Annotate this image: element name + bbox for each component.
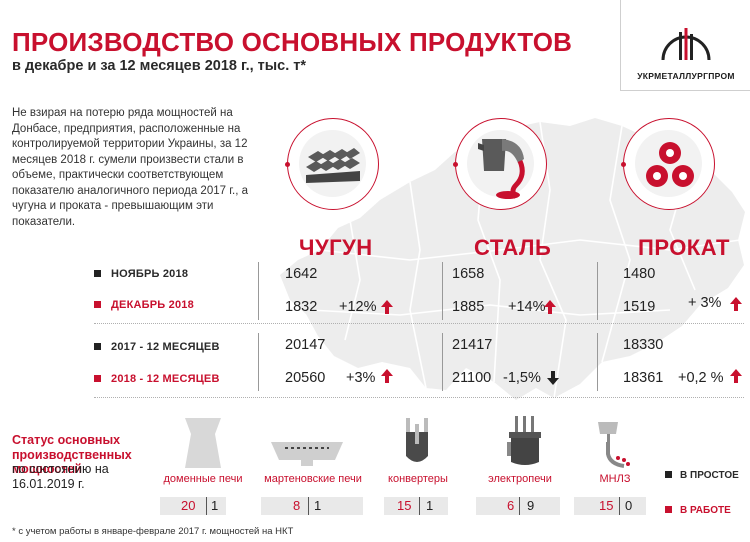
facility-counts-blast: [160, 497, 226, 515]
logo-text: УКРМЕТАЛЛУРГПРОМ: [637, 71, 735, 81]
column-divider: [258, 333, 259, 391]
page-subtitle: в декабре и за 12 месяцев 2018 г., тыс. …: [12, 58, 307, 74]
pig-iron-nov-value: 1642: [285, 266, 318, 282]
arrow-up-icon: [381, 369, 393, 383]
electric-furnace-icon: [507, 416, 541, 465]
row-separator: [94, 397, 744, 398]
facility-name-converters: конвертеры: [388, 473, 448, 485]
steel-2018-value: 21100: [452, 370, 492, 386]
rolled-nov-value: 1480: [623, 266, 656, 282]
facility-counts-converters: [384, 497, 448, 515]
arrow-up-icon: [544, 300, 556, 314]
caster-idle-count: 0: [625, 498, 633, 513]
facility-name-open-hearth: мартеновские печи: [264, 473, 362, 485]
column-divider: [442, 333, 443, 391]
blast-idle-count: 1: [211, 498, 219, 513]
legend-idle: В ПРОСТОЕ: [665, 470, 739, 481]
steel-dec-value: 1885: [452, 299, 485, 315]
rolled-dec-value: 1519: [623, 299, 656, 315]
rolled-2018-value: 18361: [623, 370, 664, 386]
continuous-caster-icon: [598, 422, 630, 468]
electric-working-count: 6: [507, 498, 515, 513]
count-divider: [419, 497, 420, 515]
converters-working-count: 15: [397, 498, 412, 513]
column-divider: [442, 262, 443, 320]
pig-iron-year-change: +3%: [346, 370, 376, 386]
steel-2017-value: 21417: [452, 337, 493, 353]
converter-icon: [406, 418, 428, 462]
rolled-dec-change: + 3%: [688, 295, 722, 311]
arrow-down-icon: [547, 371, 559, 385]
arrow-up-icon: [381, 300, 393, 314]
intro-text: Не взирая на потерю ряда мощностей на До…: [12, 107, 248, 228]
product-title-pig-iron: ЧУГУН: [299, 235, 373, 260]
facility-counts-caster: [574, 497, 646, 515]
pig-iron-dec-change: +12%: [339, 299, 377, 315]
status-heading: Статус основных производственных мощност…: [12, 433, 132, 476]
product-title-steel: СТАЛЬ: [474, 235, 552, 260]
row-label-2018: 2018 - 12 МЕСЯЦЕВ: [94, 373, 220, 385]
row-separator: [94, 323, 744, 324]
count-divider: [519, 497, 520, 515]
facility-name-blast: доменные печи: [163, 473, 243, 485]
ukrmetallurgprom-logo-icon: [661, 28, 711, 61]
count-divider: [619, 497, 620, 515]
electric-idle-count: 9: [527, 498, 535, 513]
page-title: ПРОИЗВОДСТВО ОСНОВНЫХ ПРОДУКТОВ: [12, 27, 573, 57]
blast-working-count: 20: [181, 498, 196, 513]
open-hearth-furnace-icon: [271, 442, 343, 466]
blast-furnace-icon: [185, 418, 221, 468]
rolled-steel-circle: [621, 118, 715, 210]
rolled-2017-value: 18330: [623, 337, 664, 353]
pig-iron-2017-value: 20147: [285, 337, 326, 353]
caster-working-count: 15: [599, 498, 614, 513]
ukraine-map: [280, 118, 745, 400]
open-hearth-working-count: 8: [293, 498, 301, 513]
product-title-rolled: ПРОКАТ: [638, 235, 730, 260]
column-divider: [597, 262, 598, 320]
facility-name-electric: электропечи: [488, 473, 552, 485]
row-label-nov: НОЯБРЬ 2018: [94, 268, 188, 280]
arrow-up-icon: [730, 297, 742, 311]
facility-name-caster: МНЛЗ: [599, 473, 631, 485]
row-label-2017: 2017 - 12 МЕСЯЦЕВ: [94, 341, 220, 353]
steel-nov-value: 1658: [452, 266, 485, 282]
count-divider: [206, 497, 207, 515]
column-divider: [258, 262, 259, 320]
facility-counts-open-hearth: [261, 497, 363, 515]
facility-counts-electric: [476, 497, 560, 515]
pig-iron-icon: [306, 148, 360, 183]
steel-circle: [453, 118, 547, 210]
steel-ladle-icon: [478, 139, 525, 199]
pig-iron-circle: [285, 118, 379, 210]
row-label-dec: ДЕКАБРЬ 2018: [94, 299, 194, 311]
steel-dec-change: +14%: [508, 299, 546, 315]
rolled-year-change: +0,2 %: [678, 370, 724, 386]
footnote: * с учетом работы в январе-феврале 2017 …: [12, 526, 294, 537]
steel-year-change: -1,5%: [503, 370, 541, 386]
column-divider: [597, 333, 598, 391]
open-hearth-idle-count: 1: [314, 498, 322, 513]
arrow-up-icon: [730, 369, 742, 383]
count-divider: [308, 497, 309, 515]
converters-idle-count: 1: [426, 498, 434, 513]
rolled-steel-icon: [646, 142, 694, 187]
logo: УКРМЕТАЛЛУРГПРОМ: [620, 0, 750, 91]
status-subheading: по состоянию на 16.01.2019 г.: [12, 462, 109, 491]
legend-working: В РАБОТЕ: [665, 505, 731, 516]
pig-iron-2018-value: 20560: [285, 370, 326, 386]
pig-iron-dec-value: 1832: [285, 299, 318, 315]
